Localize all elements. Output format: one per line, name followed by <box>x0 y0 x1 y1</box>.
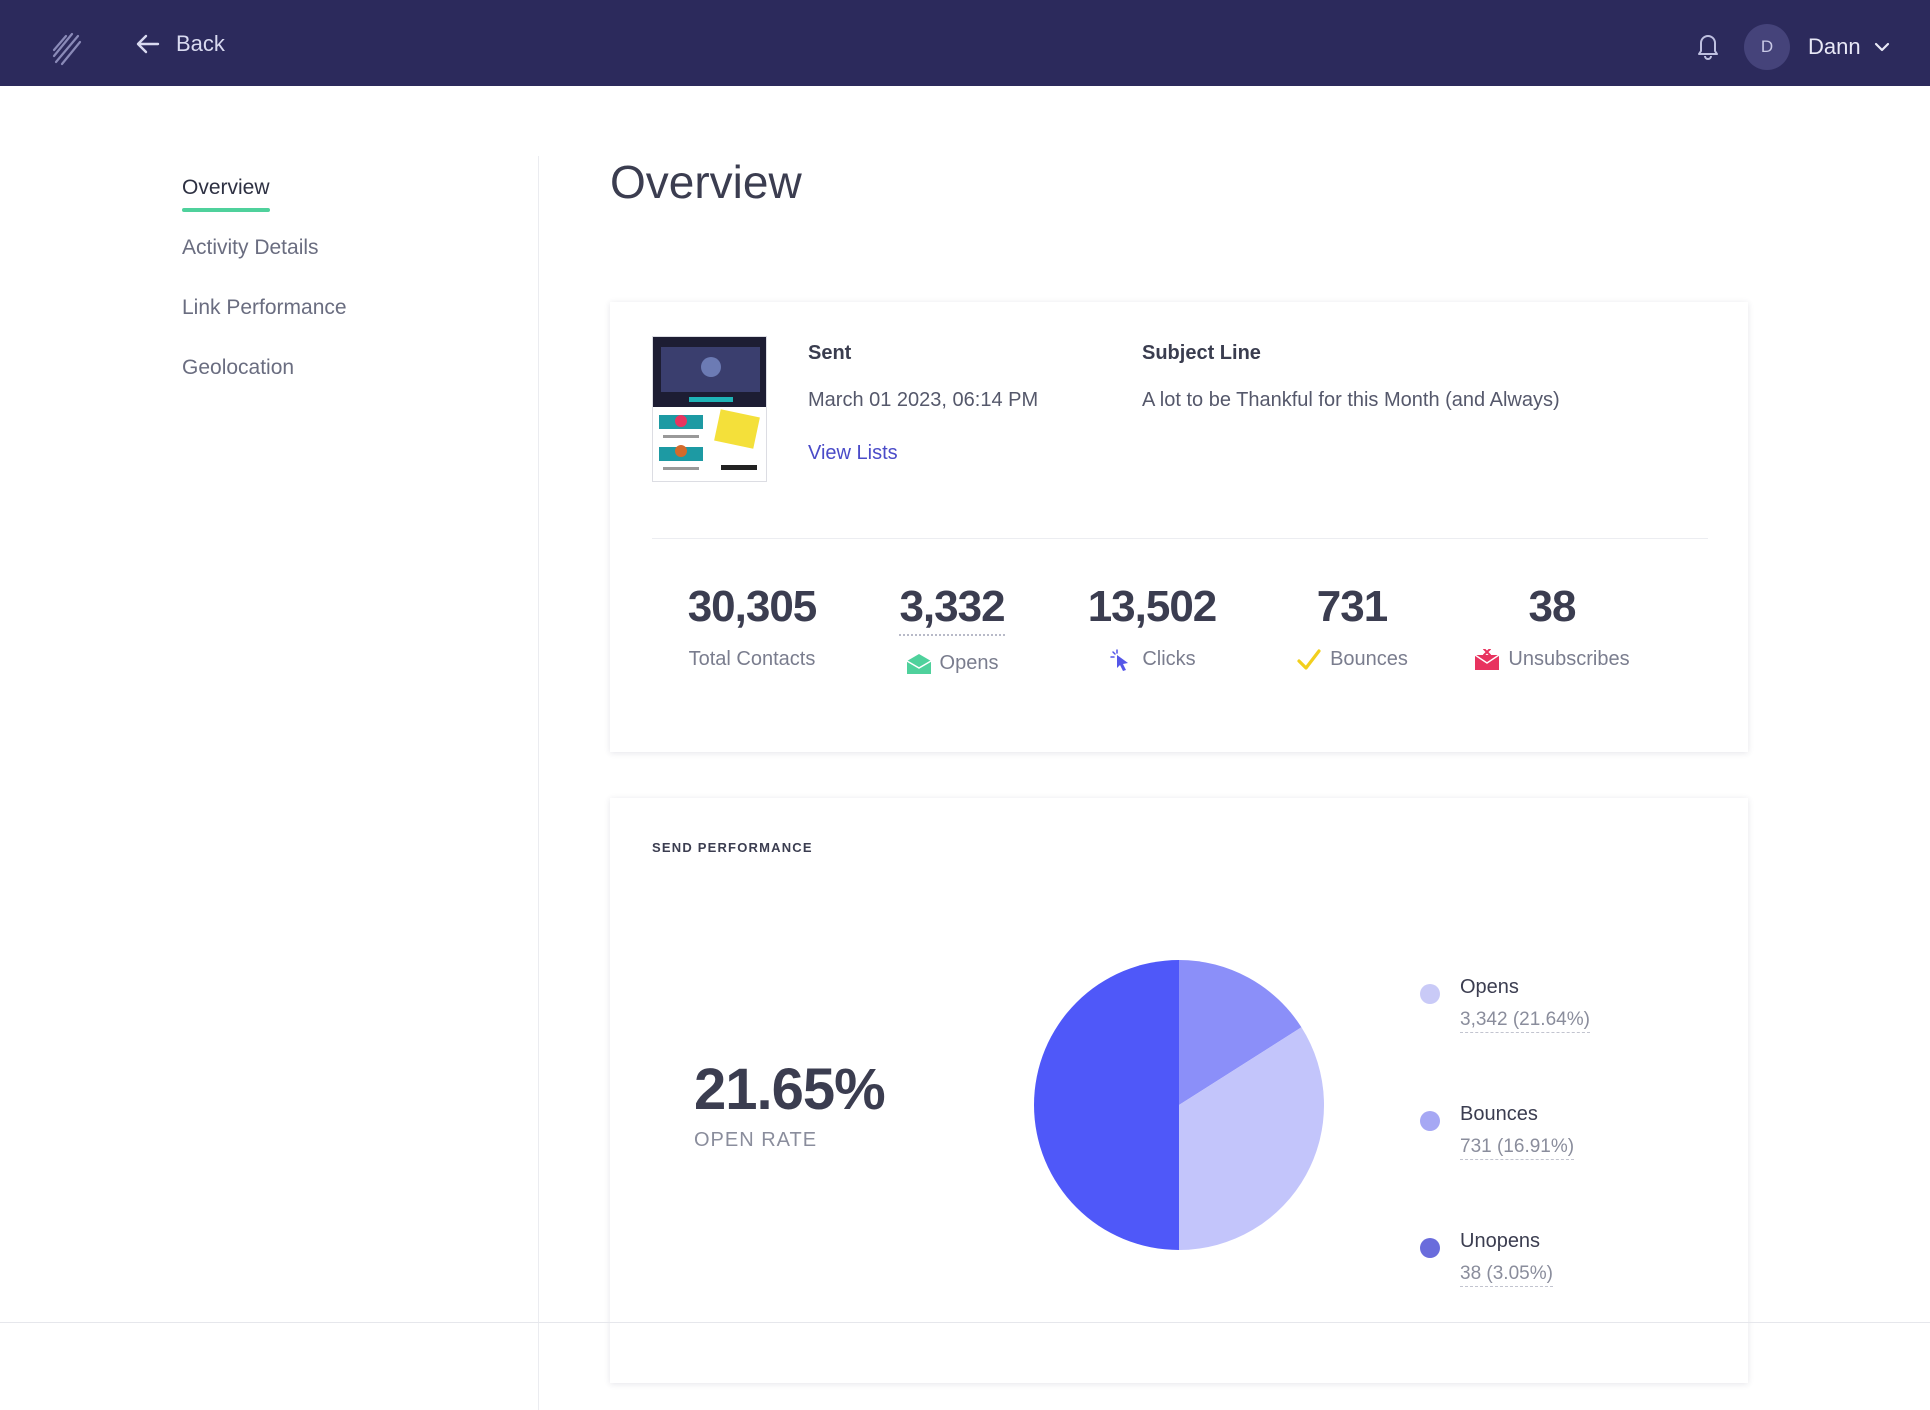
sent-block: Sent March 01 2023, 06:14 PM View Lists <box>808 342 1038 465</box>
avatar[interactable]: D <box>1744 24 1790 70</box>
subject-value: A lot to be Thankful for this Month (and… <box>1142 389 1560 411</box>
stat-value: 13,502 <box>1087 582 1218 631</box>
send-performance-pie-chart <box>1034 960 1324 1250</box>
stat-label: Clicks <box>1052 648 1252 671</box>
pie-slice-bounces[interactable] <box>1179 1027 1324 1250</box>
summary-divider <box>652 538 1708 539</box>
nav-item-geolocation[interactable]: Geolocation <box>182 356 295 379</box>
stat-opens[interactable]: 3,332 Opens <box>852 582 1052 675</box>
stat-unsubscribes: 38 Unsubscribes <box>1452 582 1652 675</box>
bell-icon[interactable] <box>1694 30 1722 60</box>
stat-label-text: Bounces <box>1330 648 1408 670</box>
stat-value: 731 <box>1316 582 1388 631</box>
nav-item-overview[interactable]: Overview <box>182 176 347 212</box>
user-menu[interactable]: Dann <box>1808 34 1891 60</box>
legend-value[interactable]: 3,342 (21.64%) <box>1460 1009 1590 1033</box>
legend-name: Bounces <box>1460 1103 1538 1125</box>
top-bar: Back D Dann <box>0 0 1930 86</box>
legend-name: Unopens <box>1460 1230 1541 1252</box>
back-button[interactable]: Back <box>134 30 225 58</box>
sent-value: March 01 2023, 06:14 PM <box>808 389 1039 411</box>
envelope-open-icon <box>906 653 931 674</box>
checkmark-icon <box>1297 648 1321 670</box>
stats-row: 30,305 Total Contacts 3,332 Opens 13,502 <box>652 582 1672 675</box>
stat-label-text: Total Contacts <box>688 648 816 670</box>
avatar-initial: D <box>1760 37 1774 56</box>
user-name: Dann <box>1808 34 1861 59</box>
stat-label: Unsubscribes <box>1452 648 1652 671</box>
page-title: Overview <box>610 156 802 208</box>
legend-item-unopens: Unopens 38 (3.05%) <box>1420 1230 1590 1357</box>
stat-value: 38 <box>1528 582 1577 631</box>
stat-label: Total Contacts <box>652 648 852 671</box>
subject-label: Subject Line <box>1142 342 1261 364</box>
side-nav: Overview Activity Details Link Performan… <box>182 176 347 416</box>
stat-label: Bounces <box>1252 648 1452 671</box>
open-rate-value: 21.65% <box>694 1057 886 1122</box>
sent-label: Sent <box>808 342 852 364</box>
envelope-x-icon <box>1475 648 1500 670</box>
stat-bounces: 731 Bounces <box>1252 582 1452 675</box>
stat-label-text: Opens <box>939 652 999 674</box>
logo-icon[interactable] <box>50 26 84 66</box>
nav-item-activity-details[interactable]: Activity Details <box>182 236 319 259</box>
legend-dot <box>1420 1238 1440 1258</box>
open-rate-label: OPEN RATE <box>694 1129 818 1151</box>
stat-total-contacts: 30,305 Total Contacts <box>652 582 852 675</box>
legend-dot <box>1420 1111 1440 1131</box>
legend-item-opens: Opens 3,342 (21.64%) <box>1420 976 1590 1103</box>
view-lists-link[interactable]: View Lists <box>808 442 898 464</box>
open-rate: 21.65% OPEN RATE <box>694 1056 886 1152</box>
legend-name: Opens <box>1460 976 1519 998</box>
chart-legend: Opens 3,342 (21.64%) Bounces 731 (16.91%… <box>1420 976 1590 1357</box>
stat-label-text: Clicks <box>1142 648 1196 670</box>
nav-item-link-performance[interactable]: Link Performance <box>182 296 347 319</box>
pie-slice-unopens[interactable] <box>1034 960 1179 1250</box>
email-thumbnail[interactable] <box>652 336 767 482</box>
subject-block: Subject Line A lot to be Thankful for th… <box>1142 342 1560 412</box>
chevron-down-icon <box>1874 42 1889 52</box>
legend-value[interactable]: 731 (16.91%) <box>1460 1136 1575 1160</box>
back-label: Back <box>176 31 225 56</box>
section-title: SEND PERFORMANCE <box>652 840 813 855</box>
pie-slice-opens[interactable] <box>1179 960 1302 1105</box>
stat-value[interactable]: 3,332 <box>899 582 1006 636</box>
back-arrow-icon <box>136 34 160 54</box>
fold-line <box>0 1322 1930 1323</box>
stat-clicks: 13,502 Clicks <box>1052 582 1252 675</box>
stat-value: 30,305 <box>687 582 818 631</box>
sidebar-divider <box>538 156 539 1410</box>
stat-label-text: Unsubscribes <box>1508 648 1630 670</box>
legend-dot <box>1420 984 1440 1004</box>
campaign-summary-card: Sent March 01 2023, 06:14 PM View Lists … <box>610 302 1748 752</box>
email-preview-image <box>653 337 766 470</box>
send-performance-card: SEND PERFORMANCE 21.65% OPEN RATE Opens … <box>610 798 1748 1383</box>
legend-value[interactable]: 38 (3.05%) <box>1460 1263 1553 1287</box>
legend-item-bounces: Bounces 731 (16.91%) <box>1420 1103 1590 1230</box>
stat-label: Opens <box>852 652 1052 675</box>
cursor-click-icon <box>1110 648 1129 671</box>
